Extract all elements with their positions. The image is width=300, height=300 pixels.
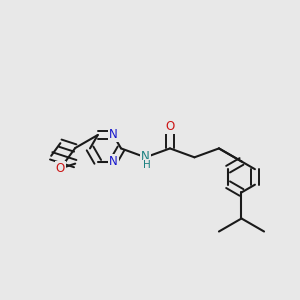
Text: O: O bbox=[165, 120, 175, 133]
Text: N: N bbox=[109, 155, 118, 168]
Text: H: H bbox=[143, 160, 151, 170]
Text: O: O bbox=[56, 162, 65, 175]
Text: N: N bbox=[141, 150, 150, 163]
Text: N: N bbox=[109, 128, 118, 142]
